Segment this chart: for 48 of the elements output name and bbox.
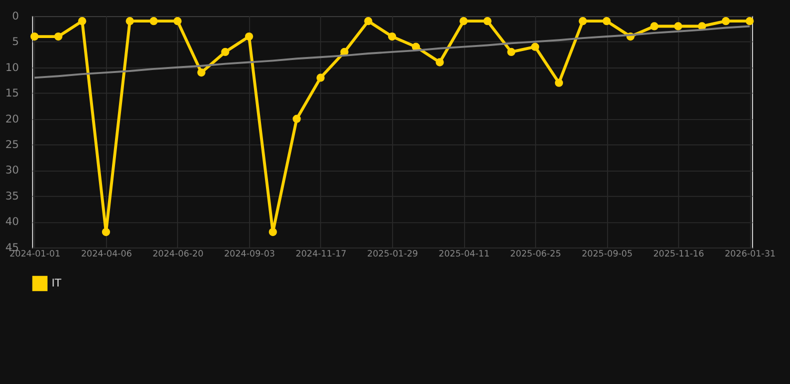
x-tick-label: 2024-01-01 xyxy=(10,250,60,260)
y-tick-label: 35 xyxy=(5,189,19,202)
x-tick-label: 2025-09-05 xyxy=(582,250,633,260)
point xyxy=(483,17,492,26)
point xyxy=(507,48,516,56)
point xyxy=(197,68,206,77)
y-tick-label: 20 xyxy=(5,112,20,126)
point xyxy=(746,17,754,26)
x-tick-label: 2025-04-11 xyxy=(438,250,490,260)
point xyxy=(54,32,62,41)
y-tick-label: 25 xyxy=(5,138,19,151)
point xyxy=(722,17,730,26)
point xyxy=(244,32,254,41)
point xyxy=(364,17,372,26)
point xyxy=(316,74,325,82)
point xyxy=(436,58,444,66)
x-tick-label: 2025-11-16 xyxy=(653,250,704,260)
x-tick-label: 2025-06-25 xyxy=(510,250,562,260)
point xyxy=(150,17,158,26)
point xyxy=(602,17,611,26)
point xyxy=(650,22,658,30)
point xyxy=(126,17,134,26)
y-tick-label: 30 xyxy=(5,164,20,177)
x-tick-label: 2024-11-17 xyxy=(296,250,346,260)
point xyxy=(554,78,564,87)
x-tick-label: 2024-04-06 xyxy=(81,250,132,260)
point xyxy=(102,228,110,236)
point xyxy=(460,17,468,26)
point xyxy=(578,17,587,26)
point xyxy=(674,22,682,30)
y-tick-label: 5 xyxy=(12,35,19,48)
point xyxy=(221,48,230,56)
y-tick-label: 10 xyxy=(5,60,20,74)
legend-label: IT xyxy=(52,276,62,290)
point xyxy=(268,228,277,236)
point xyxy=(30,32,39,41)
x-tick-label: 2026-01-31 xyxy=(724,250,776,260)
y-tick-label: 0 xyxy=(12,9,20,22)
point xyxy=(531,42,540,51)
x-tick-label: 2025-01-29 xyxy=(367,250,418,260)
y-tick-label: 15 xyxy=(5,86,19,100)
point xyxy=(388,32,396,41)
y-tick-label: 40 xyxy=(5,215,20,228)
x-tick-label: 2024-06-20 xyxy=(152,250,204,260)
point xyxy=(78,17,86,26)
point xyxy=(173,17,182,26)
point xyxy=(292,114,301,123)
x-tick-label: 2024-09-03 xyxy=(224,250,275,260)
